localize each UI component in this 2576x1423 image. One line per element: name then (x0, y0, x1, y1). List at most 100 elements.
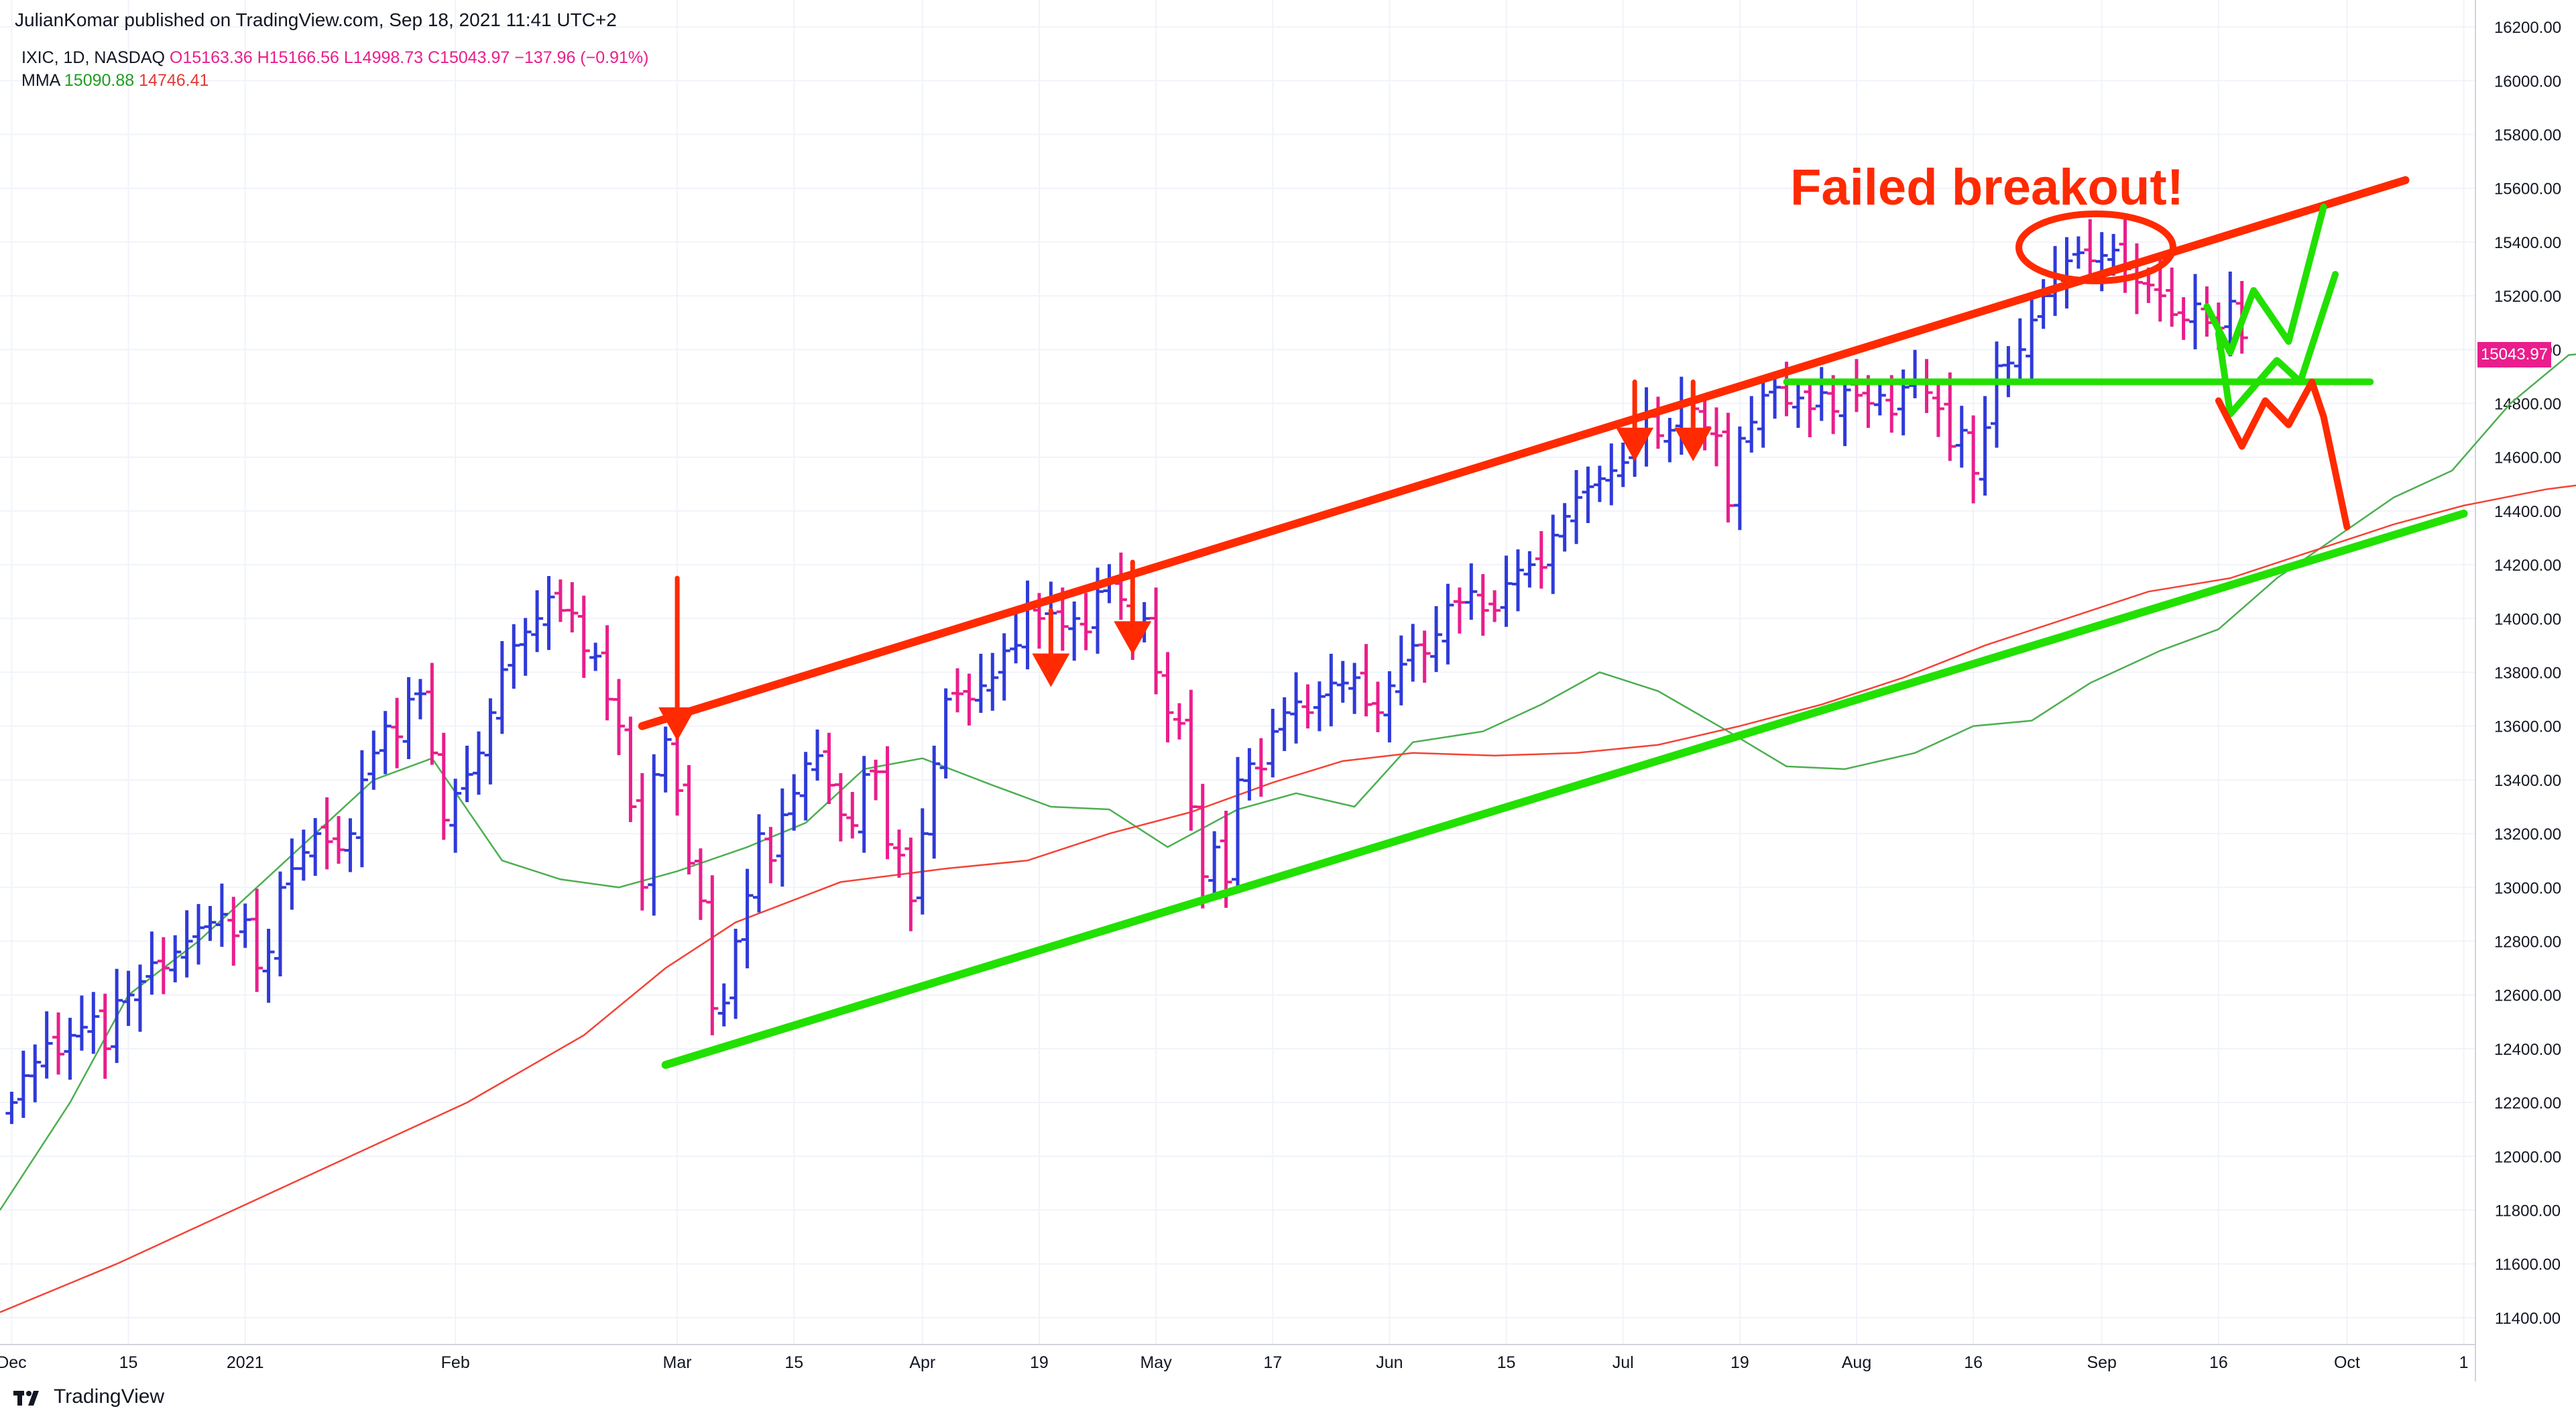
ohlc-bar (2189, 274, 2202, 349)
ohlc-bar (1254, 738, 1267, 797)
y-tick-label: 13800.00 (2494, 665, 2561, 683)
ohlc-bar (1488, 590, 1501, 622)
ohlc-bar (355, 750, 368, 868)
x-tick-label: Jul (1613, 1353, 1634, 1372)
ohlc-bar (1442, 583, 1454, 665)
ohlc-bar (1990, 341, 2003, 448)
ohlc-bar (613, 679, 625, 756)
ohlc-bar (2072, 236, 2085, 269)
ohlc-bar (122, 970, 135, 1026)
x-tick-label: 19 (1030, 1353, 1049, 1372)
ohlc-bar (484, 698, 497, 785)
x-tick-label: Mar (663, 1353, 692, 1372)
ohlc-bar (87, 992, 100, 1054)
low-value: L14998.73 (343, 48, 424, 67)
x-tick-label: Feb (441, 1353, 470, 1372)
ohlc-bar (1523, 551, 1536, 588)
ohlc-bar (426, 663, 438, 765)
ohlc-bar (788, 774, 801, 831)
ohlc-bar (589, 642, 602, 671)
ohlc-bar (402, 677, 415, 760)
ohlc-bar (309, 817, 322, 876)
ohlc-bar (1383, 671, 1396, 743)
ohlc-bar (1173, 703, 1185, 740)
brand-name: TradingView (54, 1385, 165, 1408)
ohlc-bar (192, 904, 205, 965)
ohlc-bar (1909, 349, 1922, 398)
high-value: H15166.56 (257, 48, 339, 67)
projection-bull-path-2 (2215, 271, 2339, 418)
ohlc-bar (2013, 318, 2026, 385)
ohlc-bar (5, 1092, 18, 1125)
moving-average-legend: MMA 15090.88 14746.41 (21, 71, 209, 91)
tradingview-brand[interactable]: TradingView (13, 1385, 164, 1408)
y-tick-label: 13400.00 (2494, 772, 2561, 790)
resistance-arrow-head (1674, 427, 1712, 461)
ohlc-bar (752, 814, 765, 913)
resistance-arrow-head (658, 707, 697, 741)
y-tick-label: 15200.00 (2494, 288, 2561, 306)
y-tick-label: 15600.00 (2494, 180, 2561, 198)
ohlc-bar (1582, 466, 1594, 523)
ohlc-bar (554, 579, 567, 622)
ohlc-bar (1313, 681, 1326, 732)
ohlc-bar (963, 673, 976, 726)
ohlc-bar (531, 590, 544, 652)
x-tick-label: 16 (2209, 1353, 2228, 1372)
y-tick-label: 12000.00 (2494, 1148, 2561, 1166)
x-tick-label: 1 (2459, 1353, 2469, 1372)
ohlc-bar (1745, 396, 1758, 453)
ohlc-bar (2037, 279, 2050, 329)
ohlc-bar (145, 931, 158, 995)
ohlc-bar (1395, 635, 1407, 705)
y-tick-label: 12400.00 (2494, 1041, 2561, 1059)
ohlc-bar (449, 779, 462, 853)
x-tick-label: 17 (1263, 1353, 1282, 1372)
ohlc-bar (111, 968, 123, 1064)
ohlc-bar (1792, 379, 1804, 428)
ohlc-bar (706, 875, 719, 1035)
ohlc-bar (133, 964, 146, 1032)
ohlc-bar (998, 633, 1010, 701)
y-tick-label: 13600.00 (2494, 718, 2561, 736)
y-tick-label: 13000.00 (2494, 879, 2561, 897)
resistance-trendline (638, 176, 2410, 730)
ohlc-bar (40, 1011, 53, 1079)
ohlc-bar (1558, 503, 1571, 552)
ohlc-bar (1021, 580, 1034, 670)
ohlc-bar (29, 1044, 42, 1102)
ohlc-bar (1360, 644, 1372, 717)
y-tick-label: 13200.00 (2494, 826, 2561, 844)
ohlc-bar (239, 903, 251, 948)
y-tick-label: 14000.00 (2494, 610, 2561, 628)
ohlc-bar (659, 726, 672, 793)
ohlc-bar (52, 1012, 65, 1075)
ohlc-bar (379, 711, 392, 775)
moving-average-lines (0, 353, 2576, 1314)
ohlc-bar (1418, 630, 1431, 683)
ohlc-bar (414, 679, 426, 720)
y-tick-label: 15400.00 (2494, 234, 2561, 252)
ohlc-bar (1301, 684, 1314, 729)
ohlc-bars (5, 213, 2248, 1125)
publisher-line: JulianKomar published on TradingView.com… (15, 9, 617, 30)
ohlc-bar (1640, 387, 1653, 467)
ohlc-bar (1371, 681, 1384, 732)
ohlc-bar (204, 905, 217, 942)
ohlc-bar (1430, 606, 1443, 673)
y-axis-ticks: 16200.00 16000.00 15800.00 15600.00 15400.00… (2494, 19, 2561, 1328)
x-tick-label: 2021 (227, 1353, 264, 1372)
ohlc-bar (729, 929, 742, 1019)
ohlc-bar (870, 759, 882, 801)
ohlc-bar (1757, 376, 1769, 448)
ohlc-bar (1465, 563, 1478, 620)
ohlc-bar (694, 848, 707, 920)
ohlc-bar (2084, 219, 2097, 283)
y-tick-label: 16200.00 (2494, 19, 2561, 37)
ma-slow-value: 14746.41 (139, 71, 209, 90)
ohlc-bar (624, 716, 637, 822)
ohlc-bar (1407, 624, 1419, 682)
y-tick-label: 14400.00 (2494, 503, 2561, 521)
ohlc-bar (1804, 380, 1816, 438)
